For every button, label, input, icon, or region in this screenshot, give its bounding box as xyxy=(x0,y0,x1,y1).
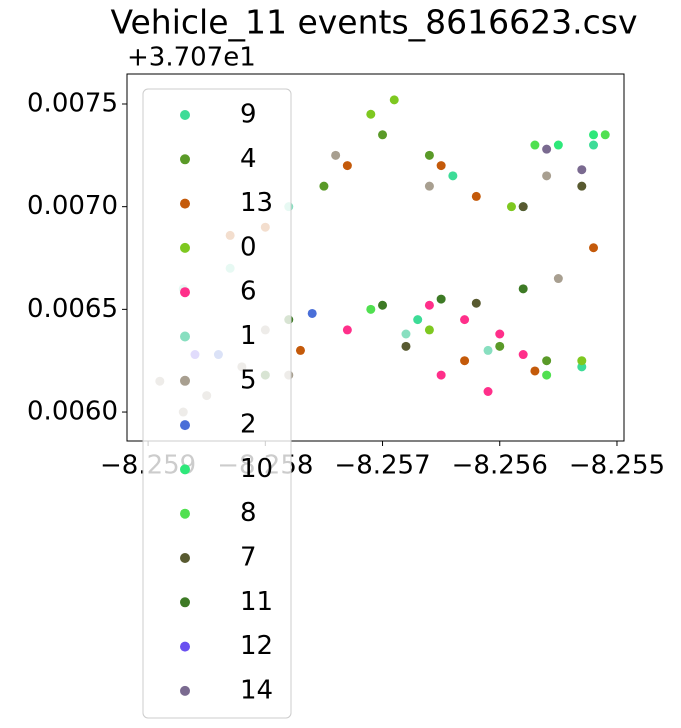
point xyxy=(589,243,599,253)
legend-label: 10 xyxy=(240,454,273,484)
point xyxy=(424,300,434,310)
point xyxy=(518,284,528,294)
legend-marker xyxy=(180,154,190,165)
point xyxy=(553,140,563,150)
legend-label: 5 xyxy=(240,365,257,395)
legend-label: 6 xyxy=(240,277,257,307)
legend-label: 8 xyxy=(240,498,257,528)
legend-marker xyxy=(180,198,190,209)
point xyxy=(589,130,599,140)
legend-marker xyxy=(180,331,190,342)
point xyxy=(577,356,587,366)
point xyxy=(424,150,434,160)
point xyxy=(295,345,305,355)
legend-label: 11 xyxy=(240,587,273,617)
point xyxy=(518,202,528,212)
point xyxy=(506,202,516,212)
plot-frame xyxy=(126,73,625,442)
point xyxy=(460,356,470,366)
point xyxy=(366,304,376,314)
legend-label: 12 xyxy=(240,631,273,661)
y-tick-label: 0.0065 xyxy=(27,294,118,324)
point xyxy=(600,130,610,140)
legend-marker xyxy=(180,685,190,696)
point xyxy=(471,191,481,201)
legend-marker xyxy=(180,420,190,431)
point xyxy=(542,370,552,380)
point xyxy=(483,345,493,355)
point xyxy=(307,308,317,318)
point xyxy=(378,300,388,310)
point xyxy=(495,341,505,351)
point xyxy=(542,356,552,366)
point xyxy=(542,171,552,181)
point xyxy=(530,140,540,150)
legend-marker xyxy=(180,375,190,386)
legend-marker xyxy=(180,508,190,519)
y-tick-label: 0.0060 xyxy=(27,397,118,427)
legend-label: 7 xyxy=(240,543,257,573)
legend-marker xyxy=(180,242,190,253)
legend-label: 13 xyxy=(240,188,273,218)
point xyxy=(342,161,352,171)
point xyxy=(530,366,540,376)
point xyxy=(401,341,411,351)
point xyxy=(483,387,493,397)
point xyxy=(366,109,376,119)
legend-label: 2 xyxy=(240,410,257,440)
point xyxy=(589,140,599,150)
point xyxy=(413,315,423,325)
legend-marker xyxy=(180,597,190,608)
point xyxy=(424,325,434,335)
y-tick-label: 0.0075 xyxy=(27,88,118,118)
point xyxy=(495,329,505,339)
point xyxy=(401,329,411,339)
legend-label: 0 xyxy=(240,232,257,262)
y-tick-label: 0.0070 xyxy=(27,191,118,221)
legend-marker xyxy=(180,553,190,563)
point xyxy=(448,171,458,181)
point xyxy=(542,144,552,154)
point xyxy=(331,150,341,160)
point xyxy=(342,325,352,335)
point xyxy=(577,181,587,191)
x-tick-label: −8.256 xyxy=(452,451,548,481)
point xyxy=(553,274,563,284)
y-offset-label: +3.707e1 xyxy=(127,43,256,73)
legend-marker xyxy=(180,641,190,652)
legend-marker xyxy=(180,287,190,298)
point xyxy=(577,362,587,372)
legend-marker xyxy=(180,464,190,475)
x-tick-label: −8.255 xyxy=(569,451,665,481)
legend-label: 4 xyxy=(240,144,257,174)
point xyxy=(436,161,446,171)
point xyxy=(378,130,388,140)
point xyxy=(460,315,470,325)
point xyxy=(389,95,399,105)
point xyxy=(436,294,446,304)
legend-label: 1 xyxy=(240,321,257,351)
point xyxy=(518,350,528,360)
legend-label: 9 xyxy=(240,100,257,130)
x-tick-label: −8.257 xyxy=(334,451,430,481)
legend-marker xyxy=(180,110,190,120)
point xyxy=(424,181,434,191)
legend-box xyxy=(142,88,292,719)
point xyxy=(577,165,587,175)
chart-title: Vehicle_11 events_8616623.csv xyxy=(110,3,637,42)
legend-label: 14 xyxy=(240,675,273,705)
point xyxy=(471,298,481,308)
point xyxy=(319,181,329,191)
point xyxy=(436,370,446,380)
